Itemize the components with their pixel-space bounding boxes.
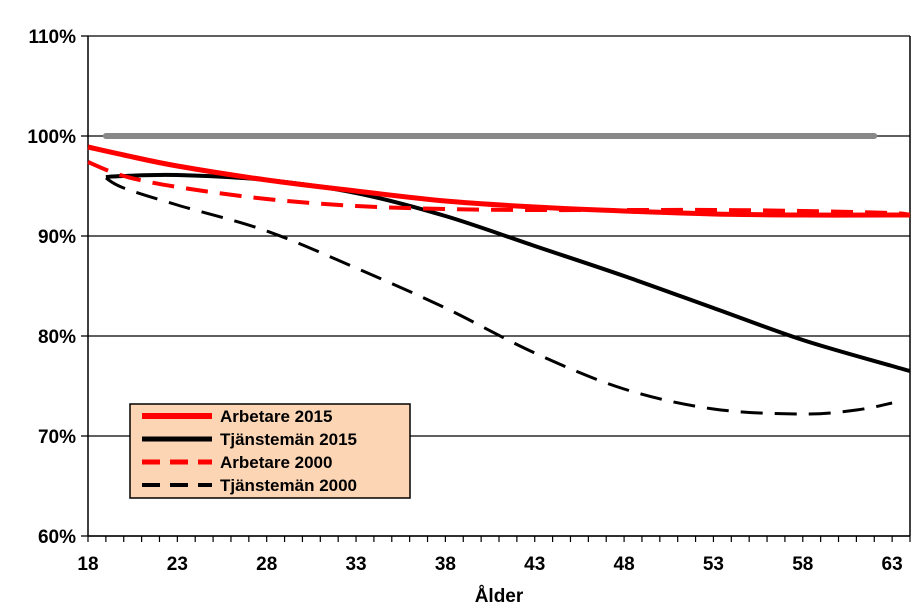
legend-label: Arbetare 2000 [220, 453, 332, 472]
series-line-tj-nstem-n-2015 [105, 172, 911, 373]
y-tick-label: 80% [38, 327, 76, 348]
y-tick-label: 110% [28, 27, 76, 48]
series-line-arbetare-2015 [87, 144, 910, 218]
x-tick-label: 18 [77, 554, 98, 575]
legend-label: Tjänstemän 2000 [220, 476, 357, 495]
x-tick-label: 38 [435, 554, 456, 575]
legend: Arbetare 2015 Tjänstemän 2015 Arbetare 200… [129, 403, 411, 499]
x-tick-label: 28 [256, 554, 277, 575]
x-tick-label: 63 [882, 554, 903, 575]
x-tick-label: 48 [614, 554, 635, 575]
x-tick-label: 23 [167, 554, 188, 575]
legend-box [129, 403, 411, 499]
x-tick-label: 33 [345, 554, 366, 575]
legend-label: Tjänstemän 2015 [220, 430, 357, 449]
series-line-tj-nstem-n-2000 [105, 176, 893, 416]
x-tick-label: 58 [792, 554, 813, 575]
x-axis-label: Ålder [475, 586, 524, 607]
tick-labels: 60% 70% 80% 90% 100% 110% 18 23 28 33 38 43 48 53 58 63 [27, 27, 902, 575]
series-lines [87, 133, 911, 416]
y-tick-label: 90% [38, 227, 76, 248]
x-tick-label: 53 [703, 554, 724, 575]
y-tick-label: 70% [38, 427, 76, 448]
y-tick-label: 60% [38, 527, 76, 548]
series-line-arbetare-2000 [87, 160, 911, 217]
axes [81, 35, 911, 542]
y-tick-label: 100% [27, 127, 76, 148]
legend-label: Arbetare 2015 [220, 407, 332, 426]
x-tick-label: 43 [524, 554, 545, 575]
